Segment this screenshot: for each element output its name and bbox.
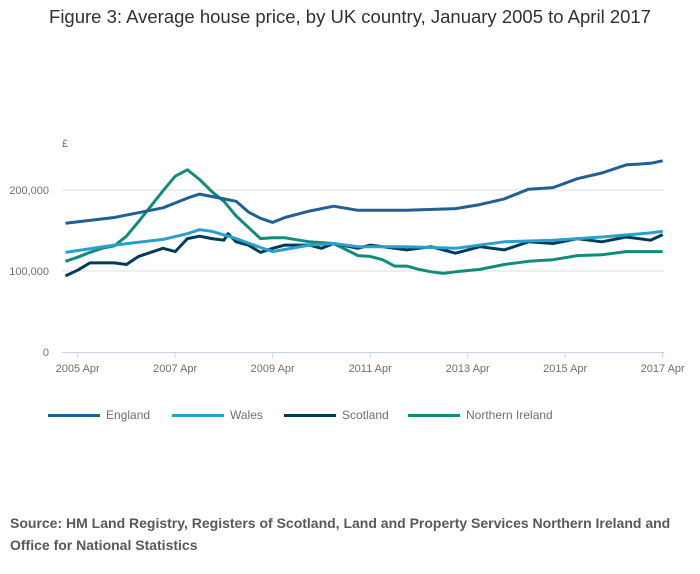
legend-item[interactable]: Northern Ireland xyxy=(408,408,553,422)
line-chart: £ 0 100,000 200,000 2005 Apr 2007 Apr 2009 A… xyxy=(9,138,685,375)
y-tick-label: 200,000 xyxy=(9,185,49,197)
x-tick-label: 2017 Apr xyxy=(641,363,685,375)
series-line-wales xyxy=(65,228,663,254)
y-tick-label: 100,000 xyxy=(9,266,49,278)
series-line-northern-ireland xyxy=(65,168,663,275)
legend-swatch xyxy=(408,413,460,417)
legend-item[interactable]: Wales xyxy=(172,408,263,422)
series-line-england xyxy=(65,159,664,225)
legend-item[interactable]: England xyxy=(48,408,150,422)
chart-title: Figure 3: Average house price, by UK cou… xyxy=(49,6,651,27)
legend-label: Wales xyxy=(230,408,263,422)
x-tick-label: 2011 Apr xyxy=(349,363,393,375)
y-axis-label: £ xyxy=(62,138,68,150)
legend-swatch xyxy=(284,413,336,417)
series-line-scotland xyxy=(64,232,664,278)
y-tick-label: 0 xyxy=(43,347,49,359)
legend-label: Northern Ireland xyxy=(466,408,553,422)
x-tick-label: 2007 Apr xyxy=(153,363,197,375)
x-tick-label: 2013 Apr xyxy=(446,363,490,375)
legend-label: Scotland xyxy=(342,408,389,422)
x-tick-label: 2009 Apr xyxy=(251,363,295,375)
source-note: Source: HM Land Registry, Registers of S… xyxy=(10,515,671,553)
x-tick-label: 2005 Apr xyxy=(56,363,100,375)
legend-label: England xyxy=(106,408,151,422)
x-tick-label: 2015 Apr xyxy=(543,363,587,375)
legend-swatch xyxy=(48,413,100,417)
legend-item[interactable]: Scotland xyxy=(284,408,389,422)
legend-swatch xyxy=(172,413,224,417)
